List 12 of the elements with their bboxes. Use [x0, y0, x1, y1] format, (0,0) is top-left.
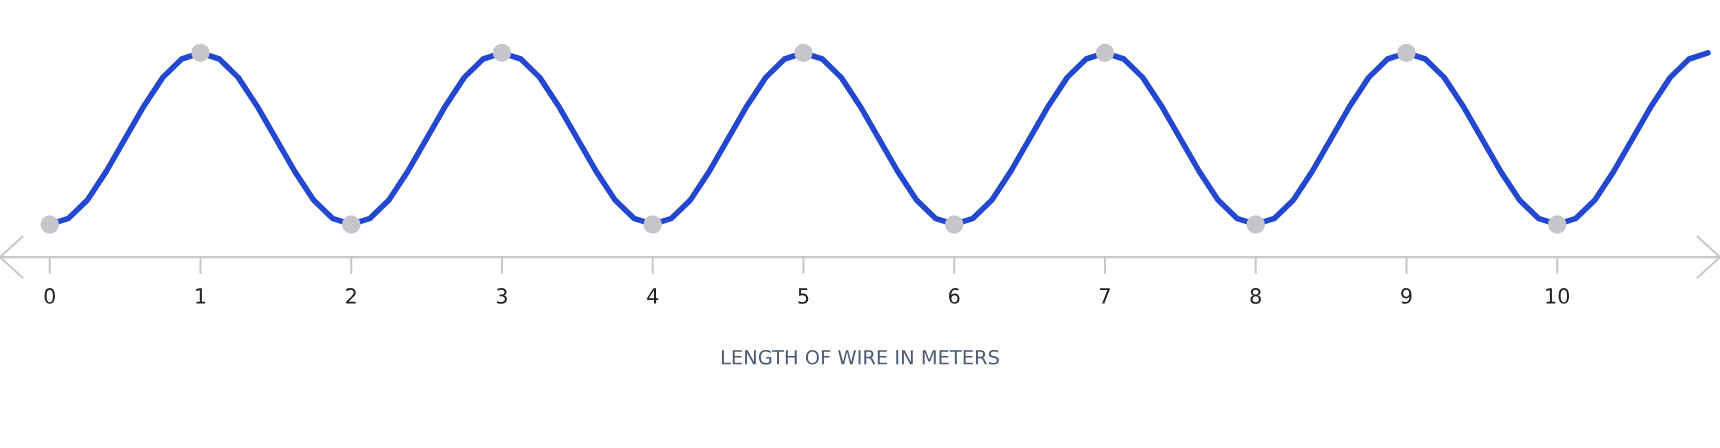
x-tick-label: 8 — [1250, 288, 1261, 304]
x-tick-label: 5 — [798, 288, 809, 304]
x-tick-label: 6 — [949, 288, 960, 304]
x-tick-label: 7 — [1100, 288, 1110, 304]
x-tick-label: 0 — [44, 288, 55, 304]
x-tick-label: 10 — [1546, 288, 1570, 304]
x-tick-label: 3 — [496, 288, 507, 304]
x-axis-title: LENGTH OF WIRE IN METERS — [721, 349, 999, 365]
x-tick-label: 9 — [1401, 288, 1412, 304]
x-tick-label: 2 — [346, 288, 356, 304]
x-tick-label: 1 — [196, 288, 206, 304]
x-tick-label: 4 — [647, 288, 659, 304]
